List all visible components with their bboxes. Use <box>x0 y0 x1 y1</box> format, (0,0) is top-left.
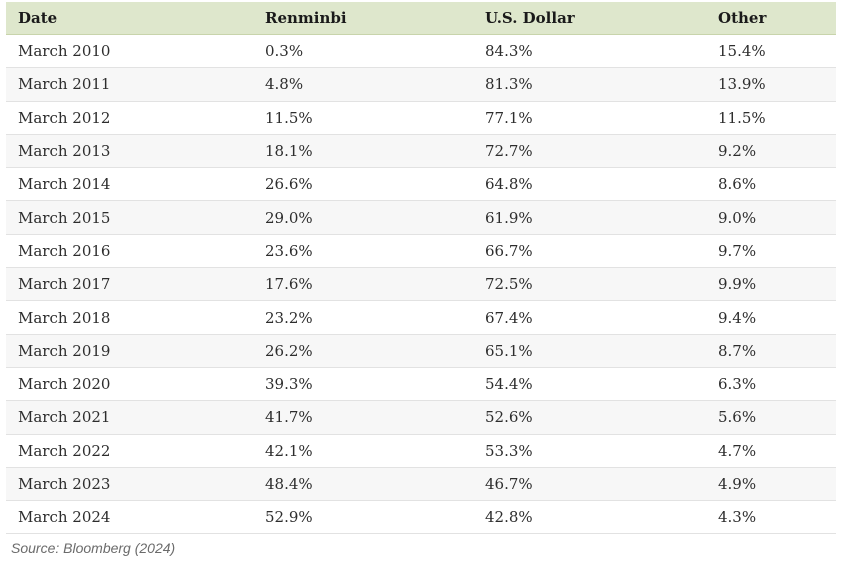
currency-share-table: Date Renminbi U.S. Dollar Other March 20… <box>6 2 836 535</box>
cell-other: 9.2% <box>706 134 836 169</box>
cell-other: 4.7% <box>706 434 836 468</box>
cell-other: 8.6% <box>706 167 836 202</box>
cell-date: March 2024 <box>6 500 253 535</box>
table-row: March 2020 39.3% 54.4% 6.3% <box>6 367 836 402</box>
table-row: March 2018 23.2% 67.4% 9.4% <box>6 300 836 335</box>
cell-us-dollar: 66.7% <box>473 234 706 269</box>
cell-renminbi: 0.3% <box>253 34 473 69</box>
table-row: March 2015 29.0% 61.9% 9.0% <box>6 200 836 235</box>
cell-other: 9.9% <box>706 267 836 302</box>
column-header-date: Date <box>6 2 253 35</box>
cell-other: 8.7% <box>706 334 836 368</box>
cell-date: March 2017 <box>6 267 253 302</box>
table-row: March 2010 0.3% 84.3% 15.4% <box>6 34 836 69</box>
cell-renminbi: 23.2% <box>253 300 473 335</box>
cell-other: 5.6% <box>706 400 836 435</box>
table-row: March 2023 48.4% 46.7% 4.9% <box>6 467 836 502</box>
table-row: March 2019 26.2% 65.1% 8.7% <box>6 334 836 368</box>
cell-renminbi: 52.9% <box>253 500 473 535</box>
cell-date: March 2012 <box>6 101 253 135</box>
cell-us-dollar: 77.1% <box>473 101 706 135</box>
cell-other: 9.4% <box>706 300 836 335</box>
cell-renminbi: 26.6% <box>253 167 473 202</box>
cell-renminbi: 18.1% <box>253 134 473 169</box>
cell-date: March 2022 <box>6 434 253 468</box>
cell-us-dollar: 54.4% <box>473 367 706 402</box>
column-header-us-dollar: U.S. Dollar <box>473 2 706 35</box>
cell-us-dollar: 42.8% <box>473 500 706 535</box>
table-row: March 2022 42.1% 53.3% 4.7% <box>6 434 836 468</box>
cell-renminbi: 48.4% <box>253 467 473 502</box>
cell-other: 11.5% <box>706 101 836 135</box>
cell-date: March 2019 <box>6 334 253 368</box>
cell-date: March 2014 <box>6 167 253 202</box>
cell-renminbi: 26.2% <box>253 334 473 368</box>
cell-other: 4.9% <box>706 467 836 502</box>
cell-us-dollar: 72.5% <box>473 267 706 302</box>
cell-us-dollar: 53.3% <box>473 434 706 468</box>
cell-date: March 2013 <box>6 134 253 169</box>
table-row: March 2011 4.8% 81.3% 13.9% <box>6 67 836 102</box>
cell-other: 9.7% <box>706 234 836 269</box>
column-header-other: Other <box>706 2 836 35</box>
table-row: March 2016 23.6% 66.7% 9.7% <box>6 234 836 269</box>
table-row: March 2012 11.5% 77.1% 11.5% <box>6 101 836 135</box>
table-row: March 2013 18.1% 72.7% 9.2% <box>6 134 836 169</box>
cell-us-dollar: 84.3% <box>473 34 706 69</box>
cell-date: March 2020 <box>6 367 253 402</box>
cell-date: March 2021 <box>6 400 253 435</box>
cell-other: 13.9% <box>706 67 836 102</box>
cell-us-dollar: 52.6% <box>473 400 706 435</box>
cell-other: 15.4% <box>706 34 836 69</box>
cell-renminbi: 17.6% <box>253 267 473 302</box>
cell-us-dollar: 46.7% <box>473 467 706 502</box>
cell-renminbi: 11.5% <box>253 101 473 135</box>
cell-date: March 2015 <box>6 200 253 235</box>
cell-date: March 2018 <box>6 300 253 335</box>
table-row: March 2024 52.9% 42.8% 4.3% <box>6 500 836 535</box>
cell-other: 6.3% <box>706 367 836 402</box>
cell-renminbi: 23.6% <box>253 234 473 269</box>
cell-other: 9.0% <box>706 200 836 235</box>
table-row: March 2021 41.7% 52.6% 5.6% <box>6 400 836 435</box>
table-header: Date Renminbi U.S. Dollar Other <box>6 2 836 35</box>
table-row: March 2014 26.6% 64.8% 8.6% <box>6 167 836 202</box>
source-attribution: Source: Bloomberg (2024) <box>11 540 176 557</box>
cell-other: 4.3% <box>706 500 836 535</box>
cell-date: March 2016 <box>6 234 253 269</box>
cell-us-dollar: 64.8% <box>473 167 706 202</box>
column-header-renminbi: Renminbi <box>253 2 473 35</box>
cell-us-dollar: 61.9% <box>473 200 706 235</box>
cell-date: March 2023 <box>6 467 253 502</box>
cell-date: March 2010 <box>6 34 253 69</box>
table-header-row: Date Renminbi U.S. Dollar Other <box>6 2 836 35</box>
cell-renminbi: 41.7% <box>253 400 473 435</box>
cell-date: March 2011 <box>6 67 253 102</box>
cell-us-dollar: 81.3% <box>473 67 706 102</box>
cell-us-dollar: 72.7% <box>473 134 706 169</box>
cell-renminbi: 29.0% <box>253 200 473 235</box>
cell-renminbi: 39.3% <box>253 367 473 402</box>
cell-renminbi: 4.8% <box>253 67 473 102</box>
cell-renminbi: 42.1% <box>253 434 473 468</box>
table-body: March 2010 0.3% 84.3% 15.4% March 2011 4.8% 81… <box>6 34 836 535</box>
currency-share-table-container: Date Renminbi U.S. Dollar Other March 20… <box>6 2 836 556</box>
cell-us-dollar: 67.4% <box>473 300 706 335</box>
cell-us-dollar: 65.1% <box>473 334 706 368</box>
table-row: March 2017 17.6% 72.5% 9.9% <box>6 267 836 302</box>
